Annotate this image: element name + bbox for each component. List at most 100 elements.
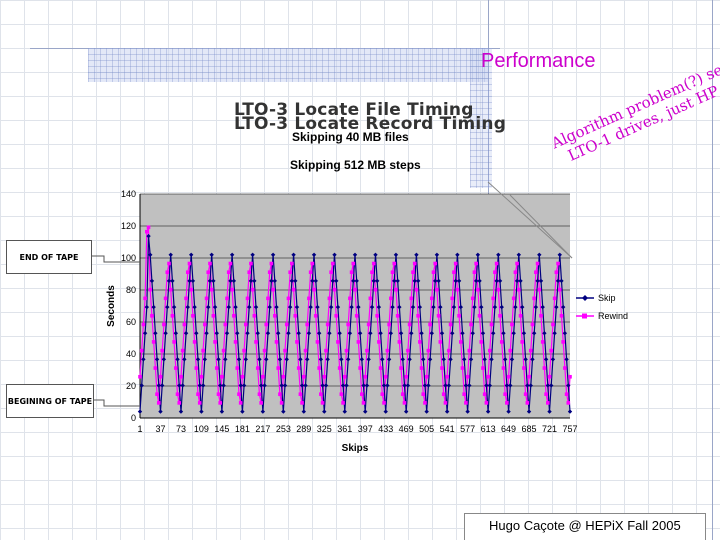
data-point-rewind — [424, 374, 429, 379]
data-point-skip — [340, 383, 346, 388]
data-point-rewind — [566, 401, 571, 405]
data-point-skip — [274, 304, 279, 310]
data-point-rewind — [375, 313, 379, 318]
data-point-rewind — [510, 322, 514, 327]
data-point-rewind — [525, 401, 530, 405]
slide-title-line2: LTO-3 Locate Record Timing — [234, 114, 507, 134]
x-tick-label: 757 — [562, 424, 577, 434]
data-point-rewind — [458, 340, 463, 344]
data-point-rewind — [312, 287, 316, 292]
data-point-rewind — [165, 270, 170, 275]
data-point-skip — [276, 331, 281, 336]
data-point-rewind — [382, 401, 386, 405]
data-point-skip — [224, 331, 230, 336]
data-point-rewind — [290, 261, 294, 266]
data-point-rewind — [426, 348, 431, 353]
data-point-skip — [151, 304, 156, 310]
x-tick-label: 397 — [358, 424, 373, 434]
data-point-rewind — [387, 322, 391, 327]
data-point-skip — [351, 278, 356, 284]
data-point-rewind — [539, 313, 543, 318]
x-tick-label: 145 — [214, 424, 229, 434]
data-point-rewind — [184, 296, 188, 301]
data-point-rewind — [281, 374, 286, 379]
data-point-skip — [366, 357, 371, 362]
legend-label-skip: Skip — [598, 293, 616, 303]
data-point-rewind — [409, 296, 414, 301]
data-point-skip — [415, 278, 421, 284]
data-point-rewind — [331, 261, 335, 266]
data-point-skip — [492, 304, 498, 310]
data-point-skip — [463, 383, 469, 388]
data-point-skip — [322, 409, 327, 414]
data-point-skip — [438, 304, 443, 310]
data-point-skip — [323, 383, 329, 388]
data-point-rewind — [486, 374, 490, 379]
data-point-skip — [484, 383, 489, 388]
data-point-skip — [192, 304, 197, 310]
data-point-rewind — [249, 261, 253, 266]
data-point-skip — [436, 278, 441, 284]
data-point-skip — [180, 383, 185, 388]
data-point-skip — [306, 331, 312, 336]
data-point-rewind — [517, 287, 521, 292]
data-point-rewind — [368, 296, 373, 301]
data-point-rewind — [145, 229, 149, 234]
data-point-skip — [305, 357, 310, 362]
data-point-skip — [219, 409, 225, 414]
data-point-skip — [154, 357, 160, 362]
callout-end-label: END OF TAPE — [19, 252, 79, 262]
data-point-skip — [508, 383, 513, 388]
data-point-skip — [214, 331, 219, 336]
data-point-skip — [146, 233, 151, 239]
data-point-rewind — [491, 296, 496, 301]
data-point-rewind — [498, 313, 502, 318]
data-point-rewind — [334, 313, 339, 318]
data-point-skip — [444, 409, 450, 414]
data-point-skip — [453, 278, 458, 284]
data-point-skip — [253, 304, 259, 310]
data-point-rewind — [271, 287, 275, 292]
data-point-rewind — [493, 270, 497, 275]
callout-connectors — [90, 181, 573, 407]
data-point-rewind — [310, 261, 315, 266]
data-point-rewind — [218, 401, 222, 405]
data-point-skip — [479, 304, 484, 310]
data-point-rewind — [494, 261, 499, 266]
data-point-rewind — [201, 348, 205, 353]
data-point-skip — [371, 278, 376, 284]
data-point-skip — [328, 304, 334, 310]
data-point-rewind — [537, 287, 542, 292]
data-point-skip — [542, 331, 547, 336]
callout-connector — [92, 399, 140, 407]
x-tick-label: 577 — [460, 424, 475, 434]
data-point-rewind — [356, 340, 361, 344]
data-point-rewind — [457, 313, 461, 318]
data-point-rewind — [344, 348, 349, 353]
data-point-skip — [443, 383, 448, 388]
data-point-skip — [178, 409, 184, 414]
data-point-skip — [270, 252, 276, 257]
data-point-skip — [177, 383, 182, 388]
data-point-rewind — [412, 261, 417, 266]
data-point-skip — [537, 252, 542, 257]
data-point-rewind — [279, 401, 284, 405]
data-point-rewind — [361, 401, 366, 405]
data-point-skip — [467, 383, 472, 388]
data-point-rewind — [503, 392, 507, 396]
data-point-rewind — [370, 270, 374, 275]
legend-label-rewind: Rewind — [598, 311, 628, 321]
data-point-rewind — [313, 313, 318, 318]
data-point-rewind — [450, 296, 455, 301]
data-point-skip — [549, 383, 554, 388]
data-point-skip — [337, 331, 342, 336]
decorative-pattern-band — [470, 48, 492, 188]
data-point-rewind — [406, 348, 410, 353]
data-point-skip — [405, 383, 411, 388]
data-point-skip — [207, 278, 213, 284]
data-point-rewind — [172, 340, 176, 344]
data-point-skip — [555, 278, 561, 284]
data-point-rewind — [284, 322, 289, 327]
data-point-skip — [173, 331, 179, 336]
data-point-skip — [386, 357, 392, 362]
